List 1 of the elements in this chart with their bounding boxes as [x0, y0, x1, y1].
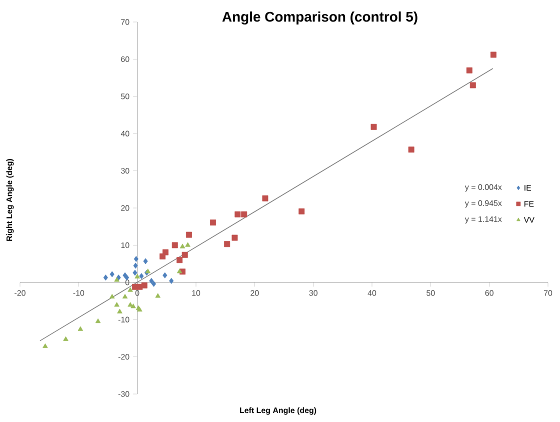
- chart-title: Angle Comparison (control 5): [222, 11, 418, 25]
